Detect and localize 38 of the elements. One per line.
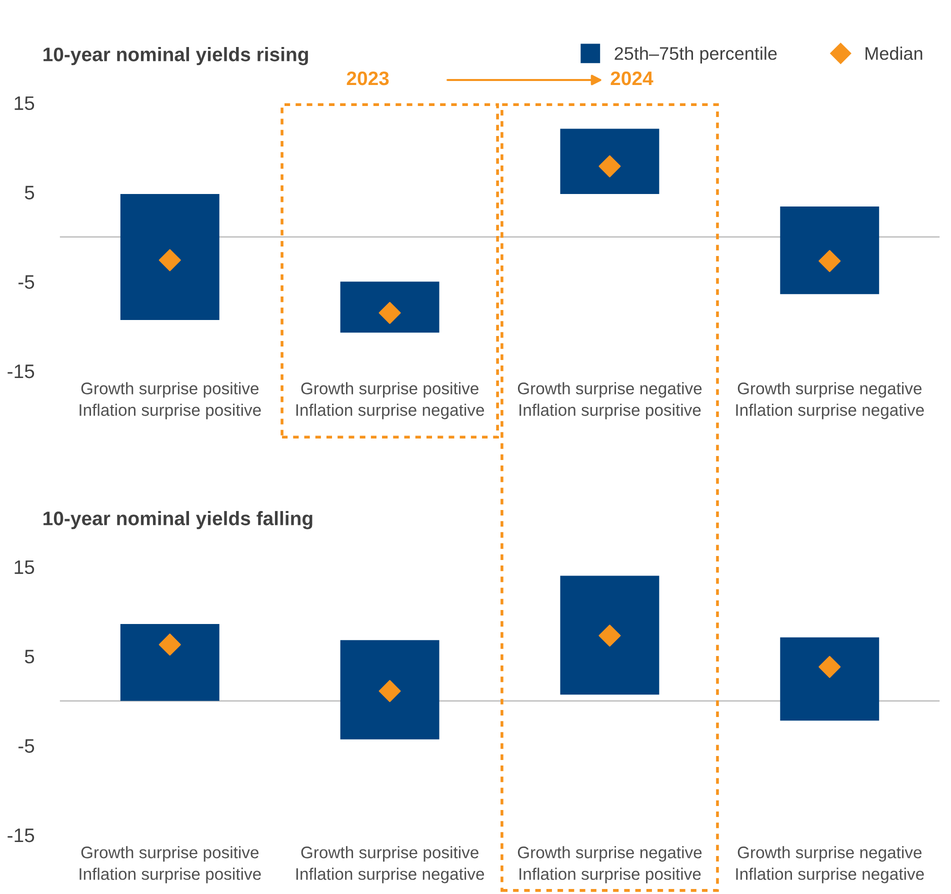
y-tick-label: 5 bbox=[24, 650, 34, 664]
x-tick-label: Growth surprise positive Inflation surprise negative bbox=[296, 846, 484, 884]
y-tick-label: -5 bbox=[18, 275, 34, 289]
text: 2023 bbox=[346, 71, 389, 86]
y-tick-label: 15 bbox=[14, 96, 34, 110]
bar bbox=[340, 282, 440, 333]
bar bbox=[560, 128, 660, 194]
x-tick-label: Growth surprise positive Inflation surprise positive bbox=[80, 846, 261, 884]
x-tick-label: Growth surprise negative Inflation surprise negative bbox=[736, 382, 924, 420]
bar bbox=[560, 576, 660, 695]
point bbox=[598, 155, 621, 178]
x-tick-label: Growth surprise negative Inflation surprise negative bbox=[736, 846, 924, 884]
point bbox=[818, 250, 841, 272]
chart-title: 10-year nominal yields falling bbox=[44, 511, 312, 530]
point bbox=[158, 249, 181, 272]
legend-label: Median bbox=[866, 46, 922, 60]
point bbox=[378, 680, 401, 702]
y-tick-label: -15 bbox=[8, 364, 34, 378]
y-tick-label: -15 bbox=[8, 828, 34, 842]
y-tick-label: 15 bbox=[14, 560, 34, 574]
bar bbox=[120, 624, 220, 701]
legend-label: 25th–75th percentile bbox=[614, 46, 777, 64]
point bbox=[378, 302, 401, 324]
chart-title: 10-year nominal yields rising bbox=[44, 47, 308, 66]
point bbox=[598, 624, 621, 647]
point bbox=[158, 634, 181, 656]
y-tick-label: 5 bbox=[24, 186, 34, 200]
point bbox=[818, 656, 841, 678]
bar bbox=[340, 640, 440, 740]
y-tick-label: -5 bbox=[18, 739, 34, 753]
bar bbox=[120, 194, 220, 320]
text: 2024 bbox=[610, 71, 654, 86]
bar bbox=[780, 637, 880, 721]
bar bbox=[780, 206, 880, 294]
x-tick-label: Growth surprise negative Inflation surprise positive bbox=[518, 846, 702, 884]
x-tick-label: Growth surprise positive Inflation surprise negative bbox=[296, 382, 484, 420]
x-tick-label: Growth surprise negative Inflation surprise positive bbox=[518, 382, 702, 420]
x-tick-label: Growth surprise positive Inflation surprise positive bbox=[80, 382, 261, 420]
